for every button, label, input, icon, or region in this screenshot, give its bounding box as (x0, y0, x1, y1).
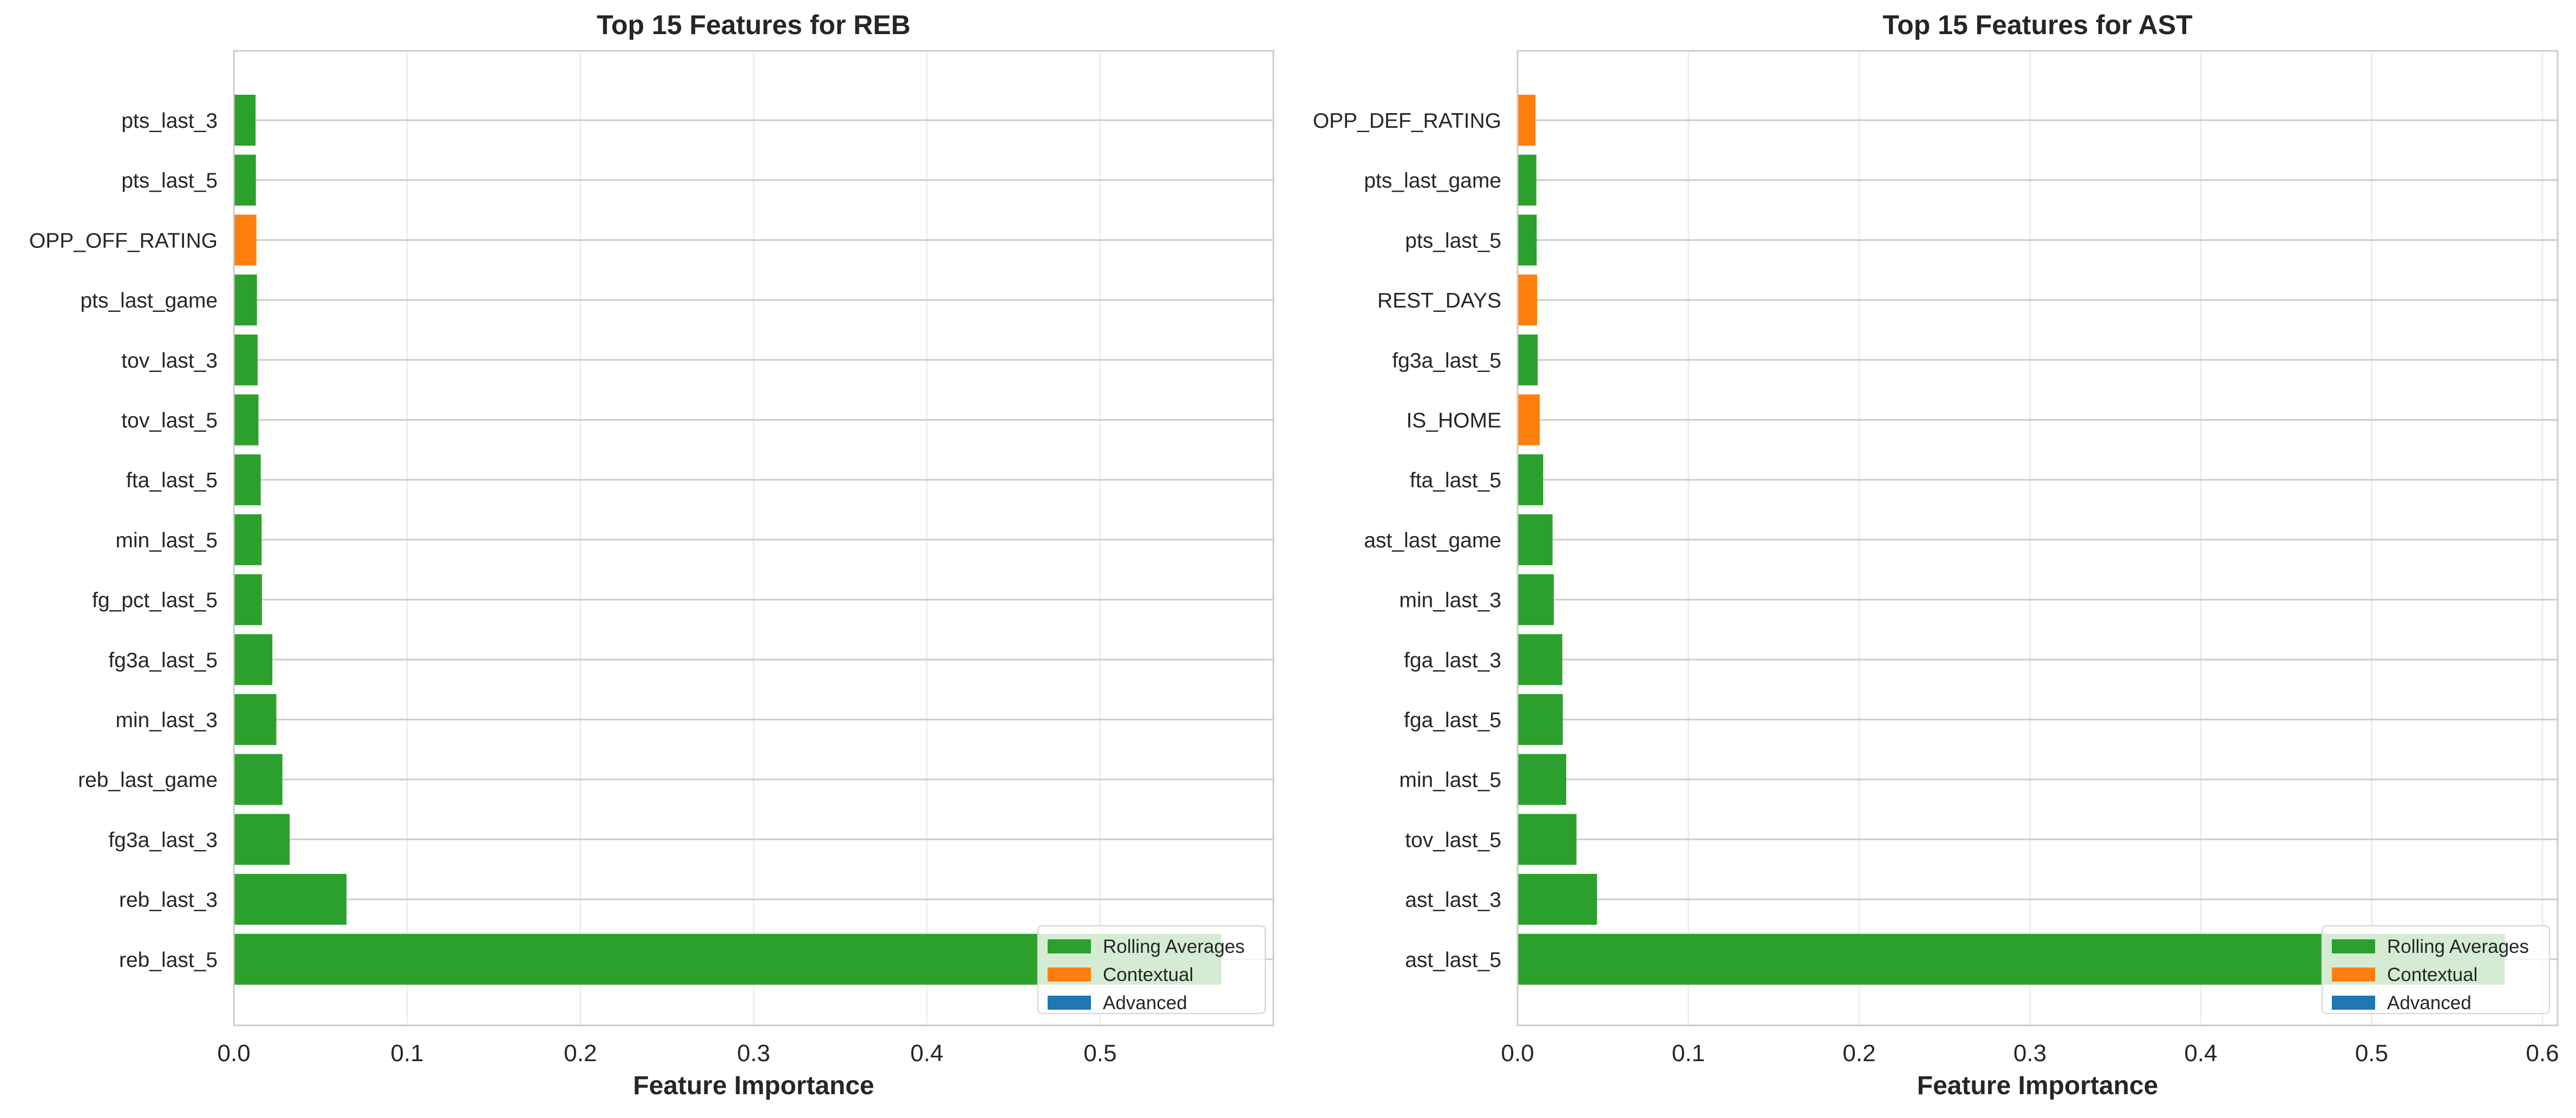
y-tick-label: IS_HOME (1406, 409, 1501, 433)
y-tick-label: fg3a_last_5 (1392, 349, 1501, 372)
bar (234, 334, 258, 385)
x-tick-label: 0.1 (390, 1040, 423, 1067)
bar (1518, 574, 1554, 625)
bar (234, 634, 273, 685)
x-tick-label: 0.4 (910, 1040, 943, 1067)
y-tick-label: reb_last_5 (119, 949, 218, 972)
bar (1518, 95, 1536, 146)
bar (1518, 154, 1537, 206)
x-tick-label: 0.1 (1672, 1040, 1705, 1067)
legend-swatch (2332, 967, 2375, 982)
bar (234, 154, 256, 206)
legend-swatch (2332, 939, 2375, 953)
bar (234, 574, 262, 625)
x-tick-label: 0.4 (2184, 1040, 2217, 1067)
chart-panel-1: pts_last_3 pts_last_5 OPP_OFF_RATING pts_la… (29, 10, 1274, 1100)
y-tick-label: fga_last_3 (1404, 649, 1501, 672)
legend-swatch (1048, 996, 1091, 1010)
x-tick-label: 0.5 (2355, 1040, 2388, 1067)
x-tick-label: 0.2 (564, 1040, 597, 1067)
legend-label: Contextual (2387, 964, 2477, 985)
y-tick-label: fg3a_last_3 (108, 828, 218, 852)
bar (1518, 214, 1537, 266)
bar (1518, 454, 1544, 506)
y-tick-label: fta_last_5 (1410, 469, 1501, 492)
legend-box (1037, 925, 1266, 1015)
legend-swatch (2332, 996, 2375, 1010)
y-tick-label: ast_last_game (1364, 529, 1501, 552)
y-tick-label: pts_last_5 (121, 169, 218, 193)
y-tick-label: fta_last_5 (126, 469, 218, 492)
x-axis-label: Feature Importance (633, 1071, 874, 1100)
chart-title: Top 15 Features for AST (1882, 10, 2192, 40)
legend-label: Advanced (1103, 992, 1187, 1014)
y-tick-label: pts_last_3 (121, 109, 218, 133)
x-tick-label: 0.0 (217, 1040, 250, 1067)
legend-swatch (1048, 939, 1091, 953)
bar (1518, 274, 1538, 326)
x-tick-label: 0.3 (2013, 1040, 2047, 1067)
bar (234, 694, 277, 745)
x-tick-label: 0.0 (1501, 1040, 1534, 1067)
chart-title: Top 15 Features for REB (597, 10, 911, 40)
legend: Rolling Averages Contextual Advanced (1037, 925, 1266, 1015)
y-tick-label: fga_last_5 (1404, 709, 1501, 732)
y-tick-label: min_last_5 (115, 529, 218, 552)
legend: Rolling Averages Contextual Advanced (2321, 925, 2551, 1015)
bar (1518, 754, 1566, 805)
bar (1518, 694, 1563, 745)
plot-frame (1516, 50, 2559, 1027)
bar (234, 95, 256, 146)
x-tick-label: 0.2 (1842, 1040, 1875, 1067)
y-tick-label: min_last_3 (1399, 589, 1501, 612)
y-tick-label: tov_last_5 (121, 409, 218, 433)
bar (234, 754, 283, 805)
y-tick-label: tov_last_5 (1405, 828, 1501, 852)
legend-label: Advanced (2387, 992, 2472, 1014)
y-tick-label: fg_pct_last_5 (92, 589, 218, 612)
x-tick-label: 0.5 (1083, 1040, 1116, 1067)
y-tick-label: REST_DAYS (1377, 289, 1501, 312)
bar (234, 214, 257, 266)
legend-swatch (1048, 967, 1091, 982)
bar (1518, 874, 1597, 925)
bar (234, 454, 261, 506)
x-tick-label: 0.3 (737, 1040, 770, 1067)
y-tick-label: reb_last_3 (119, 888, 218, 912)
bar (234, 514, 262, 565)
legend-label: Rolling Averages (2387, 936, 2529, 957)
x-axis-label: Feature Importance (1917, 1071, 2158, 1100)
y-tick-label: pts_last_game (80, 289, 218, 312)
legend-label: Rolling Averages (1103, 936, 1245, 957)
bar (234, 394, 259, 446)
y-tick-label: pts_last_game (1364, 169, 1501, 193)
y-tick-label: min_last_3 (115, 709, 218, 732)
y-tick-label: tov_last_3 (121, 349, 218, 372)
plot-frame (233, 50, 1274, 1027)
chart-panel-2: OPP_DEF_RATING pts_last_game pts_last_5 RES… (1313, 10, 2559, 1100)
y-tick-label: min_last_5 (1399, 769, 1501, 792)
y-tick-label: OPP_OFF_RATING (29, 229, 218, 252)
bar (1518, 334, 1538, 385)
y-tick-label: OPP_DEF_RATING (1313, 109, 1501, 133)
bar (234, 874, 346, 925)
x-tick-label: 0.6 (2526, 1040, 2559, 1067)
y-tick-label: ast_last_5 (1405, 949, 1501, 972)
bar (1518, 814, 1577, 865)
bar (1518, 394, 1540, 446)
bar (234, 274, 257, 326)
y-tick-label: pts_last_5 (1405, 229, 1501, 252)
bar (234, 814, 290, 865)
y-tick-label: fg3a_last_5 (108, 649, 218, 672)
y-tick-label: ast_last_3 (1405, 888, 1501, 912)
bar (1518, 514, 1553, 565)
legend-box (2321, 925, 2551, 1015)
bar (1518, 634, 1562, 685)
plot-area (1518, 51, 2558, 1025)
legend-label: Contextual (1103, 964, 1193, 985)
y-tick-label: reb_last_game (78, 769, 218, 792)
